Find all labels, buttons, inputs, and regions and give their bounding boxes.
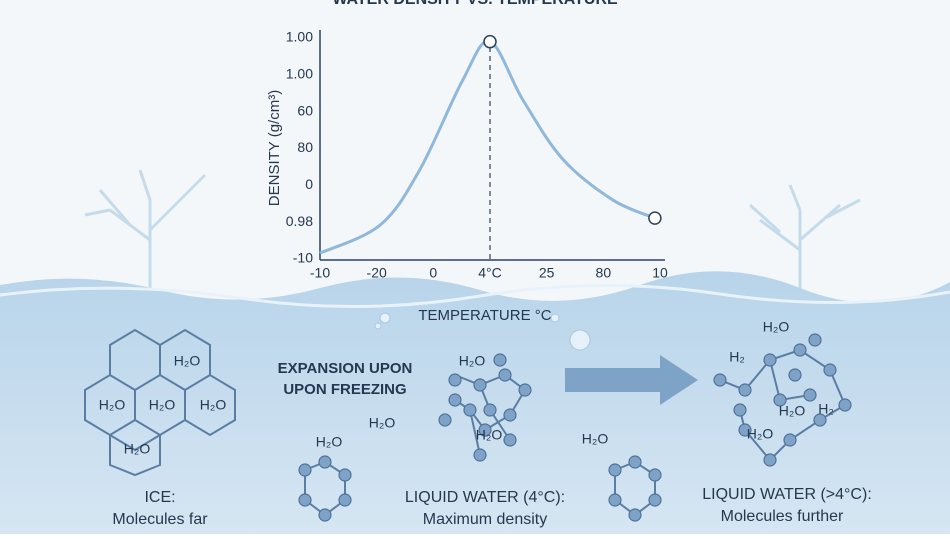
panel-heading: LIQUID WATER (4°C): <box>405 489 565 506</box>
x-tick-label: 4°C <box>478 265 502 281</box>
atom <box>608 493 622 507</box>
chart: -10 -20 0 4°C 25 80 10 -10 0.98 0 80 60 1.00 1.00 <box>286 29 668 281</box>
atom <box>823 363 837 377</box>
x-tick-label: 0 <box>429 265 437 281</box>
atom <box>438 413 452 427</box>
molecule-label: H₂O <box>149 397 176 413</box>
atom <box>473 378 487 392</box>
molecule-label: H₂O <box>99 397 126 413</box>
atom <box>298 463 312 477</box>
atom <box>763 353 777 367</box>
atom <box>338 468 352 482</box>
atom <box>448 373 462 387</box>
molecule-label: H₂O <box>459 353 486 369</box>
atom <box>803 388 817 402</box>
atom <box>478 423 492 437</box>
atom <box>628 508 642 522</box>
molecule-label: H₂O <box>124 441 151 457</box>
y-tick-label: -10 <box>293 250 313 266</box>
atom <box>808 333 822 347</box>
point-marker <box>648 211 662 225</box>
y-tick-label: 1.00 <box>286 66 313 82</box>
atom <box>318 508 332 522</box>
water <box>0 271 950 534</box>
panel-heading: EXPANSION UPON <box>278 360 413 377</box>
molecule-label: H₂O <box>200 397 227 413</box>
panel-text: Molecules far <box>112 511 208 528</box>
y-tick-label: 0 <box>305 176 313 192</box>
molecule-label: H₂O <box>316 434 343 450</box>
x-tick-label: 25 <box>539 265 555 281</box>
atom <box>503 408 517 422</box>
wave <box>0 284 950 308</box>
x-tick-label: 80 <box>596 265 612 281</box>
atom <box>648 493 662 507</box>
atom <box>338 493 352 507</box>
coral-decoration <box>84 169 861 290</box>
atom <box>738 383 752 397</box>
atom <box>838 398 852 412</box>
atom <box>733 403 747 417</box>
y-tick-label: 0.98 <box>286 213 313 229</box>
bubble <box>550 313 560 323</box>
x-tick-label: -20 <box>367 265 387 281</box>
atom <box>608 463 622 477</box>
y-axis-label: DENSITY (g/cm³) <box>266 90 283 206</box>
molecule-label: H₂O <box>763 319 790 335</box>
atom <box>298 493 312 507</box>
molecule-label: H₂O <box>174 353 201 369</box>
atom <box>628 455 642 469</box>
x-tick-label: -10 <box>310 265 330 281</box>
y-tick-label: 60 <box>297 102 313 118</box>
atom <box>463 403 477 417</box>
panel-heading: ICE: <box>144 489 175 506</box>
panel-heading: UPON FREEZING <box>283 381 406 398</box>
atom <box>318 455 332 469</box>
atoms <box>298 312 852 522</box>
point-marker <box>483 34 497 49</box>
x-axis-label: TEMPERATURE °C <box>418 307 551 324</box>
chart-title: WATER DENSITY VS. TEMPERATURE <box>332 0 618 8</box>
atom <box>483 403 497 417</box>
atom <box>473 448 487 462</box>
y-tick-label: 80 <box>297 139 313 155</box>
molecule-label: H₂ <box>729 349 745 365</box>
atom <box>448 393 462 407</box>
atom <box>813 413 827 427</box>
molecule-label: H₂O <box>476 427 503 443</box>
molecule-label: H₂O <box>779 403 806 419</box>
atom <box>793 343 807 357</box>
atom <box>713 373 727 387</box>
molecule-label: H₂O <box>582 431 609 447</box>
atom <box>773 393 787 407</box>
atom <box>518 383 532 397</box>
x-tick-label: 10 <box>652 265 668 281</box>
bubble <box>569 329 591 351</box>
bubble <box>374 322 382 330</box>
atom <box>783 433 797 447</box>
atom <box>648 468 662 482</box>
molecule-label: H₂O <box>369 415 396 431</box>
atom <box>503 433 517 447</box>
arrow <box>565 355 698 405</box>
panel-text: Molecules further <box>721 508 844 525</box>
atom <box>788 368 802 382</box>
atom <box>738 423 752 437</box>
atom <box>763 453 777 467</box>
molecule-labels: H₂O H₂O H₂O H₂O H₂O H₂O H₂O H₂O H₂O H₂O … <box>99 319 834 457</box>
molecule-label: H₂O <box>747 426 774 442</box>
panel-heading: LIQUID WATER (>4°C): <box>702 486 872 503</box>
atom <box>498 368 512 382</box>
atom <box>493 353 507 367</box>
bubble <box>379 312 391 324</box>
y-tick-label: 1.00 <box>286 29 313 45</box>
panel-text: Maximum density <box>423 511 547 528</box>
ice-lattice <box>84 328 236 477</box>
molecule-label: H₂ <box>818 401 834 417</box>
